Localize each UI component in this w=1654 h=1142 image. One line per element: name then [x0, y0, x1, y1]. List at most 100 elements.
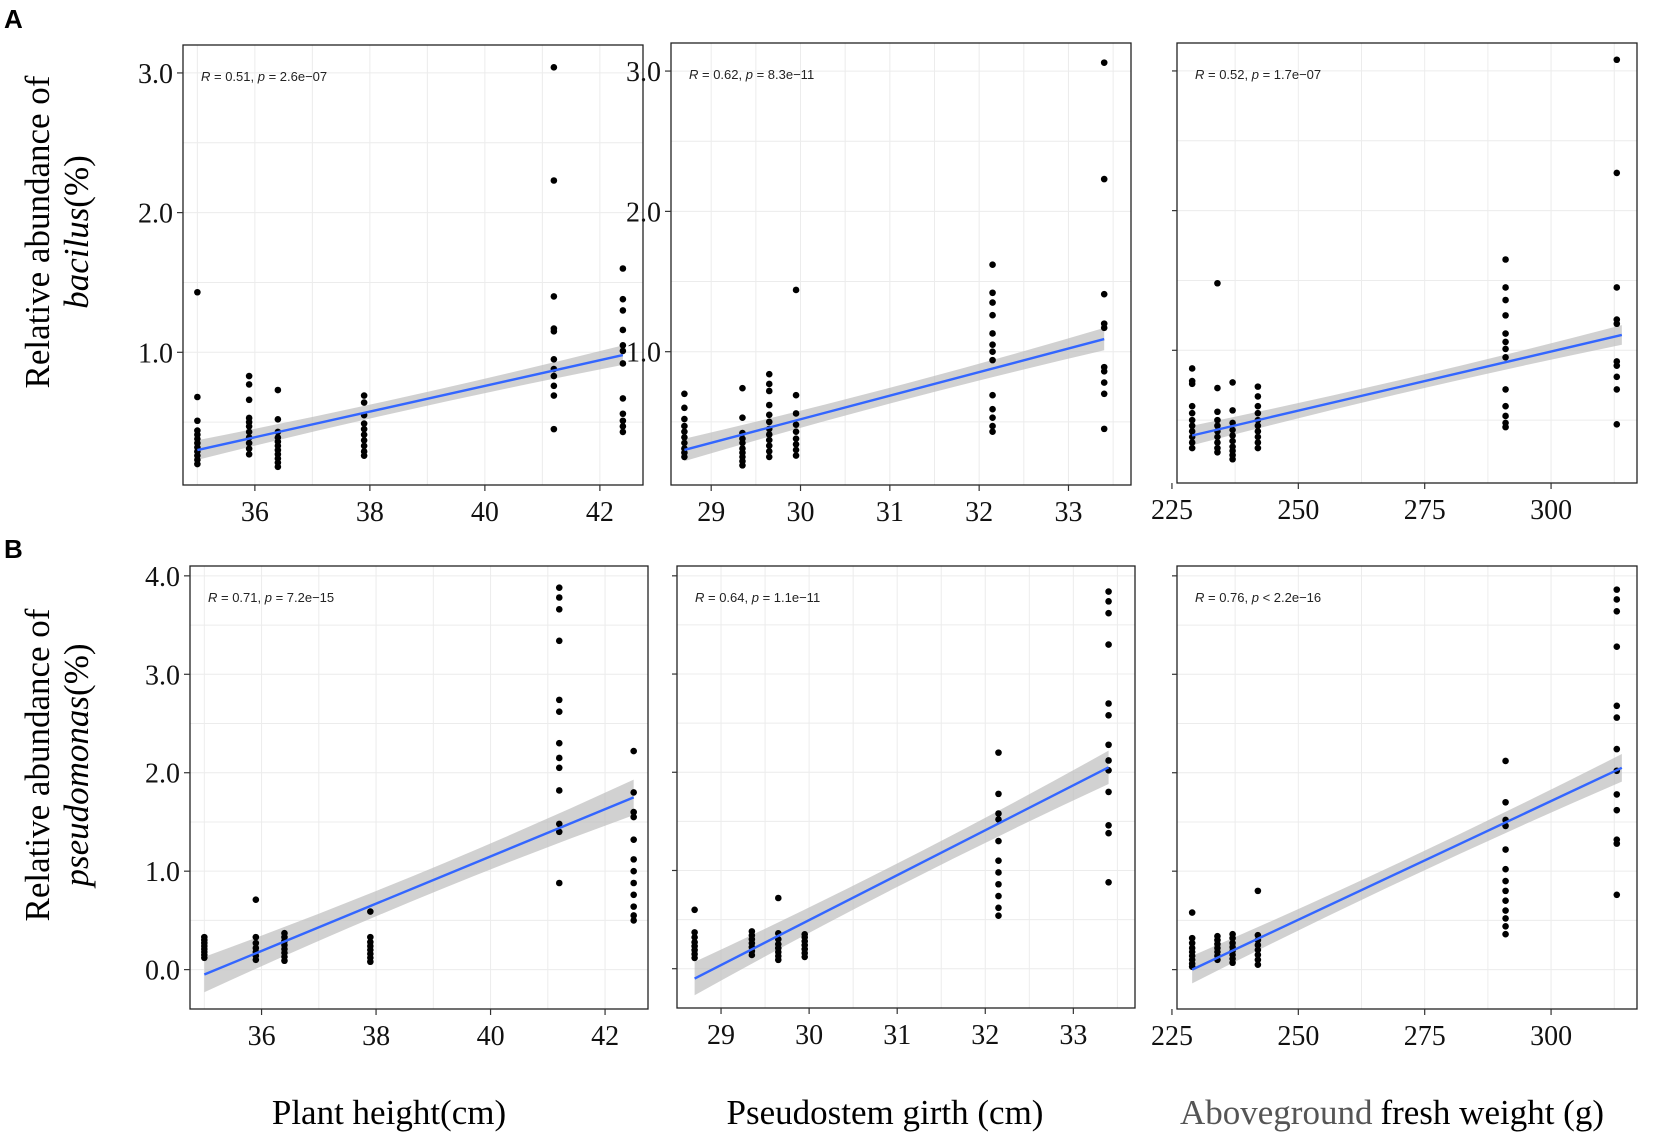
panel-background — [183, 45, 643, 485]
data-point — [989, 414, 996, 421]
data-point — [1229, 379, 1236, 386]
data-point — [739, 414, 746, 421]
x-tick-label: 40 — [477, 1021, 505, 1052]
data-point — [1254, 402, 1262, 410]
annotation-r-value: = 0.76, — [1204, 590, 1251, 605]
data-point — [619, 410, 627, 418]
data-point — [619, 307, 627, 314]
x-tick-label: 32 — [971, 1020, 999, 1051]
data-point — [1254, 961, 1262, 968]
data-point — [360, 420, 368, 427]
data-point — [765, 448, 773, 455]
data-point — [1188, 365, 1196, 372]
data-point — [1502, 284, 1509, 291]
data-point — [1502, 330, 1509, 337]
chart-panel-1: R = 0.51, p = 2.6e−07 1.0 2.0 3.0 36 38 40 42 — [138, 44, 644, 528]
annotation-p-value: = 1.7e−07 — [1259, 67, 1321, 82]
data-point — [555, 754, 563, 762]
x-tick-label: 33 — [1059, 1020, 1087, 1051]
data-point — [550, 293, 558, 300]
data-point — [252, 939, 260, 947]
data-point — [1105, 700, 1112, 707]
panels: R = 0.51, p = 2.6e−071.02.03.036 38 40 42R … — [138, 42, 1638, 1052]
data-point — [1214, 384, 1221, 392]
data-point — [555, 787, 563, 794]
data-point — [1229, 437, 1236, 445]
annotation-r-symbol: R — [1195, 67, 1204, 82]
data-point — [1613, 284, 1621, 291]
data-point — [1214, 433, 1221, 441]
annotation-r-value: = 0.62, — [698, 67, 745, 82]
annotation-r-value: = 0.64, — [704, 590, 751, 605]
data-point — [1100, 390, 1108, 398]
data-point — [1254, 439, 1262, 446]
data-point — [1105, 829, 1112, 837]
data-point — [194, 417, 201, 425]
data-point — [995, 880, 1002, 888]
data-point — [630, 856, 637, 863]
annotation-p-value: = 2.6e−07 — [265, 69, 327, 84]
data-point — [1254, 946, 1262, 954]
regression-line — [694, 766, 1110, 980]
data-point — [1254, 433, 1262, 441]
data-point — [1105, 741, 1112, 749]
data-point — [367, 908, 374, 915]
data-point — [1188, 416, 1196, 424]
data-point — [1502, 386, 1509, 393]
data-point — [995, 904, 1002, 912]
annotation-p-value: < 2.2e−16 — [1259, 590, 1321, 605]
data-point — [555, 739, 563, 747]
data-point — [1613, 607, 1621, 615]
data-point — [1214, 422, 1221, 430]
data-point — [801, 953, 809, 961]
data-point — [681, 390, 688, 398]
x-tick-label: 30 — [787, 497, 815, 528]
data-point — [245, 428, 253, 436]
x-tick-label: 275 — [1404, 1021, 1446, 1052]
data-point — [630, 917, 637, 924]
data-point — [1214, 416, 1221, 424]
data-point — [989, 311, 996, 319]
data-point — [989, 289, 996, 297]
data-point — [1254, 383, 1262, 390]
data-point — [691, 906, 698, 914]
x-title-fresh-weight-part1: Aboveground — [1180, 1093, 1373, 1132]
data-point — [1188, 402, 1196, 410]
data-point — [630, 891, 637, 899]
data-point — [1229, 432, 1236, 439]
data-point — [1613, 806, 1621, 814]
data-point — [1188, 428, 1196, 435]
data-point — [1613, 714, 1621, 721]
regression-line — [203, 796, 635, 976]
y-tick-label: 2.0 — [626, 197, 661, 228]
data-point — [245, 439, 253, 447]
data-point — [765, 380, 773, 388]
data-point — [630, 747, 637, 755]
data-point — [630, 836, 637, 843]
data-point — [681, 433, 688, 441]
regression-line — [684, 337, 1105, 452]
annotation-p-symbol: p — [1251, 590, 1259, 605]
chart-panel-2: R = 0.62, p = 8.3e−11 1.0 2.0 3.0 29 30 31 32 33 — [626, 42, 1132, 528]
data-point — [555, 606, 563, 613]
data-point — [1229, 934, 1236, 942]
data-point — [630, 912, 637, 919]
data-point — [681, 422, 688, 430]
y-tick-label: 4.0 — [145, 562, 180, 593]
data-point — [765, 418, 773, 426]
data-point — [360, 437, 368, 444]
data-point — [792, 410, 800, 417]
data-point — [1229, 455, 1236, 463]
annotation-p-symbol: p — [257, 69, 265, 84]
x-tick-label: 36 — [248, 1021, 276, 1052]
data-point — [1502, 312, 1509, 319]
data-point — [748, 951, 756, 959]
data-point — [1105, 711, 1112, 719]
data-point — [619, 417, 627, 425]
data-point — [555, 584, 563, 591]
data-point — [792, 446, 800, 454]
annotation-p-value: = 8.3e−11 — [753, 67, 814, 82]
data-point — [555, 828, 563, 836]
data-point — [1613, 791, 1621, 798]
panel-border — [676, 565, 1136, 1009]
